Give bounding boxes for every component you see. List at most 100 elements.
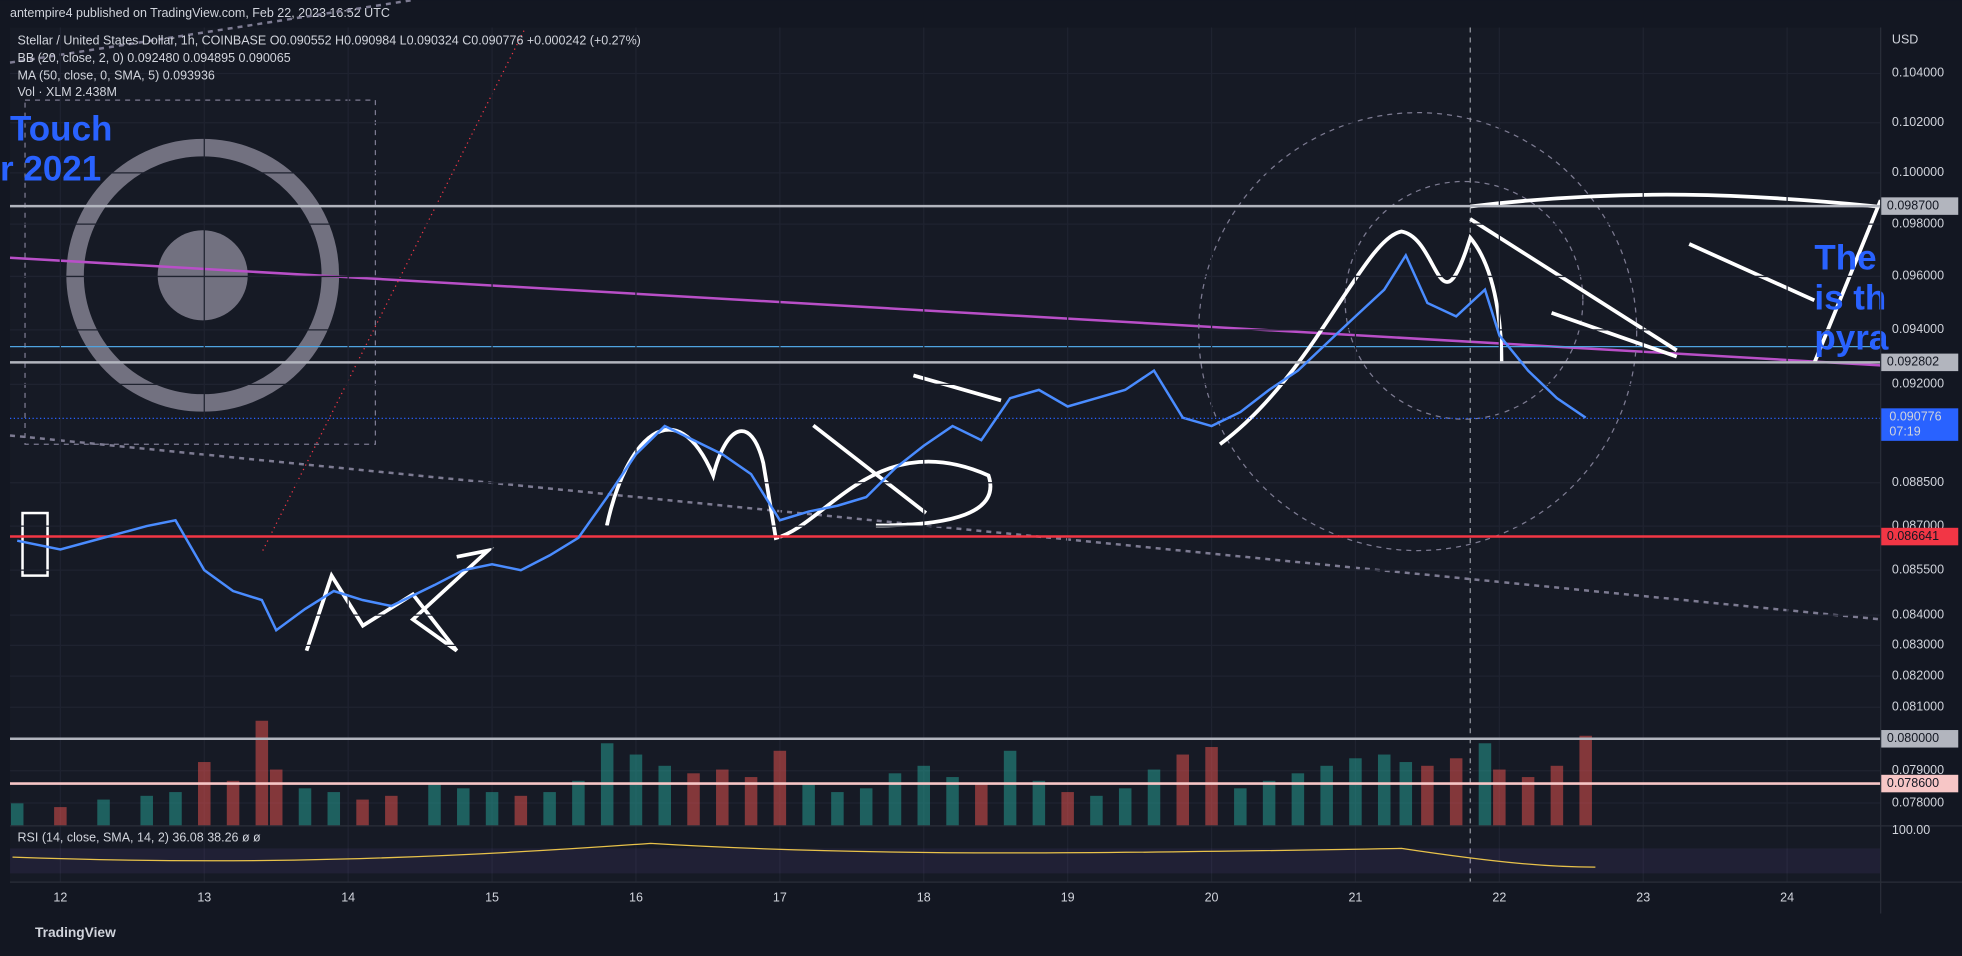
volume-bar bbox=[773, 750, 787, 826]
x-tick-label: 17 bbox=[773, 891, 787, 905]
y-tick-label: 0.094000 bbox=[1892, 322, 1944, 336]
level-label: 0.098700 bbox=[1887, 198, 1939, 212]
volume-bar bbox=[1493, 769, 1506, 826]
volume-bar bbox=[269, 769, 283, 826]
volume-bar bbox=[255, 720, 269, 826]
note: The bbox=[1814, 239, 1876, 278]
x-tick-label: 12 bbox=[53, 891, 67, 905]
marks: 0.104000 0.102000 0.100000 0.098000 0.096000… bbox=[10, 27, 1959, 905]
legend-entry: MA (50, close, 0, SMA, 5) 0.093936 bbox=[18, 69, 215, 83]
y-tick-label: 0.098000 bbox=[1892, 216, 1944, 230]
volume-bar bbox=[1032, 780, 1046, 826]
volume-bar bbox=[917, 765, 931, 826]
y-tick-label: 0.084000 bbox=[1892, 607, 1944, 621]
level-tag bbox=[1880, 527, 1959, 546]
y-tick-label: 0.100000 bbox=[1892, 165, 1944, 179]
y-tick-label: 0.083000 bbox=[1892, 638, 1944, 652]
legend-entry: BB (20, close, 2, 0) 0.092480 0.094895 0… bbox=[18, 51, 291, 65]
volume-bar bbox=[975, 784, 988, 826]
rsi-tick: 100.00 bbox=[1892, 823, 1930, 837]
x-tick-label: 24 bbox=[1780, 891, 1794, 905]
level-label: 0.092802 bbox=[1887, 355, 1939, 369]
volume-bar bbox=[1003, 750, 1017, 826]
level-tag bbox=[1880, 774, 1959, 793]
level-label: 0.080000 bbox=[1887, 731, 1939, 745]
volume-bar bbox=[140, 795, 153, 826]
volume-bar bbox=[1234, 788, 1247, 826]
y-tick-label: 0.102000 bbox=[1892, 115, 1944, 129]
x-tick-label: 21 bbox=[1348, 891, 1362, 905]
volume-bar bbox=[831, 792, 844, 826]
countdown: 07:19 bbox=[1889, 424, 1920, 438]
footer-logo: TradingView bbox=[35, 925, 116, 940]
volume-bar bbox=[1579, 735, 1592, 826]
last-price-label: 0.090776 bbox=[1889, 409, 1941, 423]
legend: Stellar / United States Dollar, 1h, COIN… bbox=[18, 34, 641, 99]
volume-bar bbox=[54, 807, 67, 826]
y-tick-label: 0.088500 bbox=[1892, 475, 1944, 489]
note: is th bbox=[1814, 279, 1886, 318]
volume-bar bbox=[859, 788, 873, 826]
x-tick-label: 19 bbox=[1061, 891, 1075, 905]
volume-bar bbox=[198, 762, 211, 826]
x-tick-label: 16 bbox=[629, 891, 643, 905]
level-label: 0.078600 bbox=[1887, 776, 1939, 790]
circle-drawing bbox=[157, 230, 248, 321]
volume-bar bbox=[1090, 795, 1103, 826]
freehand bbox=[1218, 192, 1883, 446]
y-tick-label: 0.082000 bbox=[1892, 668, 1944, 682]
x-tick-label: 23 bbox=[1636, 891, 1650, 905]
level-tag bbox=[1880, 197, 1959, 215]
chart-pane bbox=[10, 27, 1881, 883]
volume-bar bbox=[1176, 754, 1190, 826]
volume-bar bbox=[298, 788, 312, 826]
freehand bbox=[21, 511, 49, 577]
volume-bar bbox=[1399, 762, 1413, 826]
volume-bar bbox=[485, 792, 499, 826]
volume-bar bbox=[356, 799, 369, 826]
level-label: 0.086641 bbox=[1887, 529, 1939, 543]
rsi-legend: RSI (14, close, SMA, 14, 2) 36.08 38.26 … bbox=[18, 831, 262, 845]
volume-bar bbox=[97, 799, 110, 826]
last-price-tag bbox=[1880, 408, 1959, 441]
note: r 2021 bbox=[0, 150, 101, 189]
volume-bar bbox=[1262, 780, 1276, 826]
price-line bbox=[16, 252, 1587, 633]
volume-bar bbox=[687, 773, 700, 826]
volume-bar bbox=[514, 795, 528, 826]
circle-drawing bbox=[1344, 180, 1584, 420]
trend-line bbox=[9, 256, 1881, 367]
note: Touch bbox=[10, 110, 112, 149]
volume-bar bbox=[1118, 788, 1132, 826]
box-drawing bbox=[24, 99, 377, 445]
level-tag bbox=[1880, 353, 1959, 372]
trend-line bbox=[9, 434, 1881, 621]
volume-bar bbox=[658, 765, 671, 826]
volume-bar bbox=[744, 777, 758, 826]
volume-bar bbox=[946, 777, 959, 826]
circle-drawing bbox=[1198, 112, 1638, 552]
header-title: antempire4 published on TradingView.com,… bbox=[10, 6, 390, 20]
y-tick-label: 0.081000 bbox=[1892, 700, 1944, 714]
volume-bar bbox=[888, 773, 902, 826]
x-tick-label: 22 bbox=[1492, 891, 1506, 905]
legend-entry: Vol · XLM 2.438M bbox=[18, 85, 117, 99]
x-tick-label: 18 bbox=[917, 891, 931, 905]
volume-bar bbox=[1421, 765, 1434, 826]
volume-bar bbox=[1061, 792, 1074, 826]
volume-bar bbox=[1550, 765, 1564, 826]
volume-bar bbox=[629, 754, 643, 826]
y-tick-label: 0.092000 bbox=[1892, 377, 1944, 391]
x-tick-label: 20 bbox=[1205, 891, 1219, 905]
volume-bar bbox=[716, 769, 729, 826]
y-tick-label: 0.079000 bbox=[1892, 763, 1944, 777]
volume-bar bbox=[1521, 777, 1535, 826]
volume-bar bbox=[169, 792, 182, 826]
volume-bar bbox=[327, 792, 341, 826]
volume-bar bbox=[1205, 747, 1218, 826]
volume-bar bbox=[457, 788, 470, 826]
x-tick-label: 13 bbox=[197, 891, 211, 905]
y-tick-label: 0.078000 bbox=[1892, 795, 1944, 809]
